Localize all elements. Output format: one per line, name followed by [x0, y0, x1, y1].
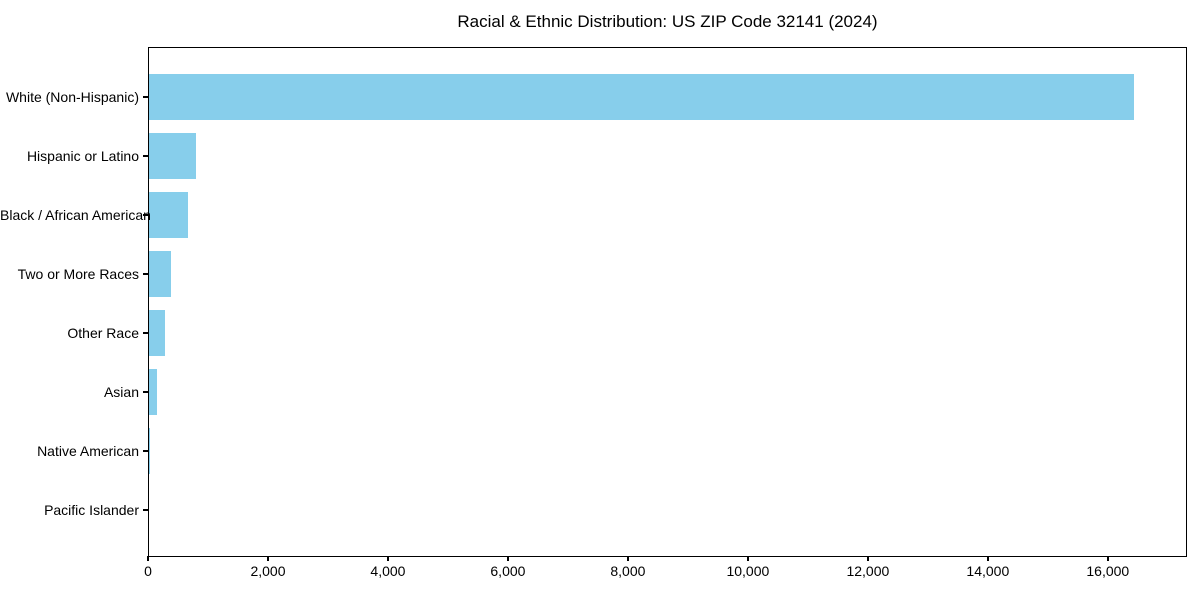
x-tick-mark — [267, 556, 269, 561]
x-tick-label: 6,000 — [490, 563, 526, 579]
plot-area — [148, 47, 1187, 557]
x-tick-mark — [987, 556, 989, 561]
x-tick-label: 16,000 — [1086, 563, 1130, 579]
y-tick-mark — [143, 155, 148, 157]
y-tick-label: Two or More Races — [17, 266, 139, 282]
bar-asian — [149, 368, 157, 415]
x-tick-mark — [507, 556, 509, 561]
y-tick-mark — [143, 391, 148, 393]
x-tick-label: 12,000 — [846, 563, 890, 579]
chart-title: Racial & Ethnic Distribution: US ZIP Cod… — [457, 12, 878, 31]
x-tick-mark — [1107, 556, 1109, 561]
x-tick-label: 10,000 — [726, 563, 770, 579]
y-tick-label: Asian — [103, 384, 139, 400]
x-tick-mark — [867, 556, 869, 561]
x-tick-mark — [147, 556, 149, 561]
x-tick-mark — [747, 556, 749, 561]
bar-black-african-american — [149, 191, 188, 238]
y-tick-mark — [143, 214, 148, 216]
y-tick-label: Black / African American — [0, 207, 151, 223]
y-tick-label: Native American — [37, 443, 139, 459]
x-tick-label: 2,000 — [250, 563, 286, 579]
x-tick-mark — [627, 556, 629, 561]
y-tick-mark — [143, 332, 148, 334]
bar-other-race — [149, 309, 166, 356]
y-tick-label: Pacific Islander — [44, 502, 139, 518]
bar-hispanic-or-latino — [149, 132, 196, 179]
bar-native-american — [149, 427, 150, 474]
x-tick-label: 8,000 — [610, 563, 646, 579]
y-tick-mark — [143, 450, 148, 452]
y-tick-label: Hispanic or Latino — [26, 148, 139, 164]
x-tick-label: 14,000 — [966, 563, 1010, 579]
x-tick-mark — [387, 556, 389, 561]
y-tick-mark — [143, 273, 148, 275]
x-tick-label: 0 — [144, 563, 152, 579]
bar-two-or-more-races — [149, 250, 171, 297]
bar-white-non-hispanic — [149, 73, 1134, 120]
y-tick-mark — [143, 96, 148, 98]
x-tick-label: 4,000 — [370, 563, 406, 579]
y-tick-mark — [143, 509, 148, 511]
y-tick-label: White (Non-Hispanic) — [5, 89, 139, 105]
y-tick-label: Other Race — [67, 325, 139, 341]
